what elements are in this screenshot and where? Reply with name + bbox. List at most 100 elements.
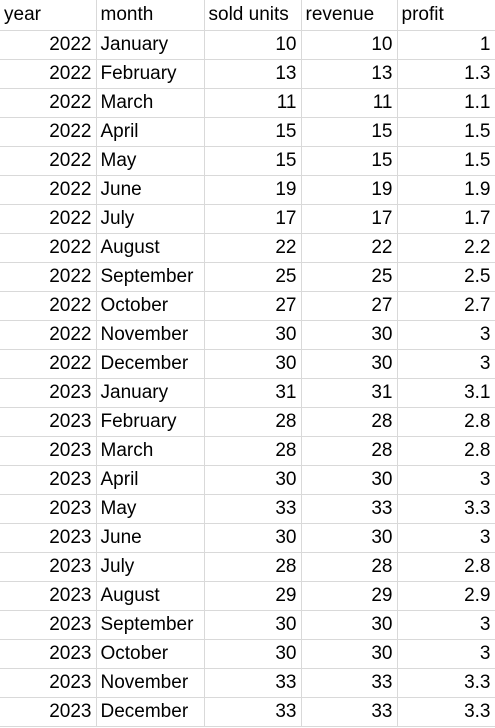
cell-year[interactable]: 2022 (0, 88, 97, 118)
cell-year[interactable]: 2023 (0, 552, 97, 582)
cell-month[interactable]: January (96, 30, 205, 60)
cell-revenue[interactable]: 22 (301, 233, 398, 263)
cell-year[interactable]: 2023 (0, 378, 97, 408)
cell-sold-units[interactable]: 10 (204, 30, 302, 60)
cell-sold-units[interactable]: 33 (204, 494, 302, 524)
cell-year[interactable]: 2023 (0, 523, 97, 553)
cell-year[interactable]: 2022 (0, 59, 97, 89)
cell-month[interactable]: July (96, 552, 205, 582)
cell-sold-units[interactable]: 30 (204, 523, 302, 553)
cell-month[interactable]: December (96, 697, 205, 727)
cell-sold-units[interactable]: 28 (204, 436, 302, 466)
cell-profit[interactable]: 3 (397, 523, 495, 553)
cell-year[interactable]: 2022 (0, 349, 97, 379)
cell-profit[interactable]: 1.5 (397, 117, 495, 147)
cell-revenue[interactable]: 30 (301, 465, 398, 495)
cell-sold-units[interactable]: 33 (204, 697, 302, 727)
cell-sold-units[interactable]: 30 (204, 465, 302, 495)
cell-month[interactable]: June (96, 175, 205, 205)
cell-profit[interactable]: 3.1 (397, 378, 495, 408)
cell-month[interactable]: February (96, 59, 205, 89)
cell-sold-units[interactable]: 25 (204, 262, 302, 292)
cell-year[interactable]: 2022 (0, 30, 97, 60)
cell-sold-units[interactable]: 11 (204, 88, 302, 118)
cell-profit[interactable]: 1.1 (397, 88, 495, 118)
header-cell-year[interactable]: year (0, 0, 97, 31)
cell-revenue[interactable]: 27 (301, 291, 398, 321)
cell-sold-units[interactable]: 31 (204, 378, 302, 408)
cell-month[interactable]: August (96, 233, 205, 263)
cell-month[interactable]: February (96, 407, 205, 437)
cell-profit[interactable]: 1.9 (397, 175, 495, 205)
cell-month[interactable]: October (96, 639, 205, 669)
cell-year[interactable]: 2023 (0, 436, 97, 466)
cell-revenue[interactable]: 30 (301, 639, 398, 669)
cell-revenue[interactable]: 31 (301, 378, 398, 408)
cell-year[interactable]: 2023 (0, 639, 97, 669)
cell-year[interactable]: 2023 (0, 407, 97, 437)
cell-profit[interactable]: 3.3 (397, 494, 495, 524)
cell-sold-units[interactable]: 15 (204, 146, 302, 176)
cell-revenue[interactable]: 30 (301, 523, 398, 553)
cell-month[interactable]: July (96, 204, 205, 234)
cell-revenue[interactable]: 30 (301, 349, 398, 379)
cell-sold-units[interactable]: 30 (204, 349, 302, 379)
cell-sold-units[interactable]: 13 (204, 59, 302, 89)
cell-month[interactable]: March (96, 88, 205, 118)
cell-month[interactable]: November (96, 320, 205, 350)
cell-profit[interactable]: 3.3 (397, 668, 495, 698)
cell-year[interactable]: 2023 (0, 465, 97, 495)
cell-revenue[interactable]: 30 (301, 320, 398, 350)
cell-revenue[interactable]: 33 (301, 697, 398, 727)
cell-month[interactable]: November (96, 668, 205, 698)
cell-month[interactable]: April (96, 117, 205, 147)
cell-month[interactable]: September (96, 262, 205, 292)
cell-year[interactable]: 2023 (0, 610, 97, 640)
cell-sold-units[interactable]: 28 (204, 407, 302, 437)
cell-year[interactable]: 2022 (0, 262, 97, 292)
cell-revenue[interactable]: 28 (301, 407, 398, 437)
cell-month[interactable]: December (96, 349, 205, 379)
cell-sold-units[interactable]: 29 (204, 581, 302, 611)
cell-sold-units[interactable]: 22 (204, 233, 302, 263)
cell-revenue[interactable]: 30 (301, 610, 398, 640)
cell-sold-units[interactable]: 27 (204, 291, 302, 321)
cell-revenue[interactable]: 33 (301, 668, 398, 698)
cell-year[interactable]: 2022 (0, 291, 97, 321)
cell-sold-units[interactable]: 30 (204, 639, 302, 669)
cell-month[interactable]: June (96, 523, 205, 553)
cell-year[interactable]: 2022 (0, 320, 97, 350)
cell-month[interactable]: March (96, 436, 205, 466)
cell-sold-units[interactable]: 19 (204, 175, 302, 205)
cell-revenue[interactable]: 28 (301, 552, 398, 582)
cell-month[interactable]: January (96, 378, 205, 408)
cell-revenue[interactable]: 25 (301, 262, 398, 292)
cell-sold-units[interactable]: 30 (204, 320, 302, 350)
cell-revenue[interactable]: 33 (301, 494, 398, 524)
cell-sold-units[interactable]: 28 (204, 552, 302, 582)
header-cell-month[interactable]: month (96, 0, 205, 31)
cell-profit[interactable]: 1.7 (397, 204, 495, 234)
cell-revenue[interactable]: 29 (301, 581, 398, 611)
cell-profit[interactable]: 2.9 (397, 581, 495, 611)
cell-profit[interactable]: 3 (397, 465, 495, 495)
cell-revenue[interactable]: 15 (301, 117, 398, 147)
header-cell-sold-units[interactable]: sold units (204, 0, 302, 31)
cell-profit[interactable]: 1 (397, 30, 495, 60)
cell-year[interactable]: 2023 (0, 494, 97, 524)
cell-profit[interactable]: 2.7 (397, 291, 495, 321)
cell-profit[interactable]: 3.3 (397, 697, 495, 727)
cell-year[interactable]: 2022 (0, 117, 97, 147)
cell-profit[interactable]: 3 (397, 320, 495, 350)
cell-month[interactable]: May (96, 494, 205, 524)
cell-profit[interactable]: 2.2 (397, 233, 495, 263)
cell-revenue[interactable]: 19 (301, 175, 398, 205)
cell-profit[interactable]: 2.8 (397, 552, 495, 582)
cell-revenue[interactable]: 17 (301, 204, 398, 234)
cell-profit[interactable]: 2.5 (397, 262, 495, 292)
cell-revenue[interactable]: 15 (301, 146, 398, 176)
header-cell-revenue[interactable]: revenue (301, 0, 398, 31)
cell-revenue[interactable]: 28 (301, 436, 398, 466)
cell-year[interactable]: 2022 (0, 233, 97, 263)
cell-month[interactable]: April (96, 465, 205, 495)
